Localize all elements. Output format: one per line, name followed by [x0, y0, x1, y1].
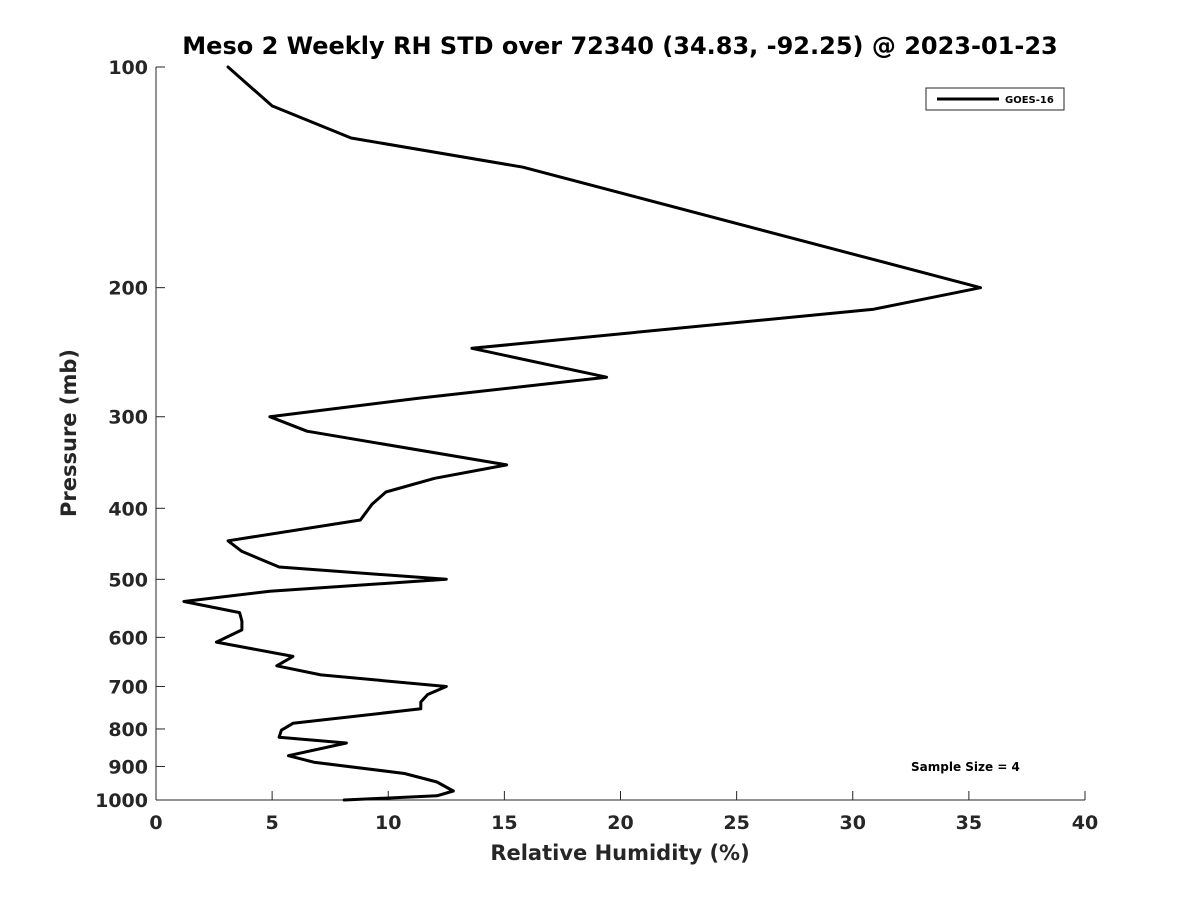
- x-tick-label: 5: [266, 812, 279, 834]
- y-tick-label: 1000: [95, 790, 148, 812]
- series-layer: [182, 65, 982, 802]
- x-tick-label: 35: [956, 812, 982, 834]
- x-axis-label: Relative Humidity (%): [490, 841, 749, 865]
- y-tick-label: 400: [108, 498, 148, 520]
- y-tick-label: 200: [108, 278, 148, 300]
- y-tick-label: 600: [108, 627, 148, 649]
- x-tick-label: 10: [375, 812, 401, 834]
- y-tick-label: 100: [108, 57, 148, 79]
- chart-title: Meso 2 Weekly RH STD over 72340 (34.83, …: [182, 32, 1057, 60]
- y-axis-label: Pressure (mb): [57, 349, 81, 517]
- x-axis-ticks: 0 5 10 15 20 25 30 35 40: [149, 791, 1098, 834]
- y-tick-label: 700: [108, 676, 148, 698]
- x-tick-label: 25: [723, 812, 749, 834]
- x-tick-label: 20: [607, 812, 633, 834]
- series-line-goes-16: [182, 65, 982, 802]
- plot-axes: [155, 67, 1085, 801]
- legend: GOES-16: [925, 87, 1065, 111]
- y-tick-label: 500: [108, 569, 148, 591]
- x-tick-label: 30: [840, 812, 866, 834]
- y-tick-label: 800: [108, 719, 148, 741]
- legend-label-goes-16: GOES-16: [1005, 95, 1054, 106]
- y-tick-label: 900: [108, 756, 148, 778]
- x-tick-label: 40: [1072, 812, 1098, 834]
- sample-size-annotation: Sample Size = 4: [911, 760, 1020, 774]
- x-tick-label: 15: [491, 812, 517, 834]
- x-tick-label: 0: [149, 812, 162, 834]
- y-tick-label: 300: [108, 407, 148, 429]
- y-axis-ticks: 100 200 300 400 500 600 700 800 900 1000: [95, 57, 165, 812]
